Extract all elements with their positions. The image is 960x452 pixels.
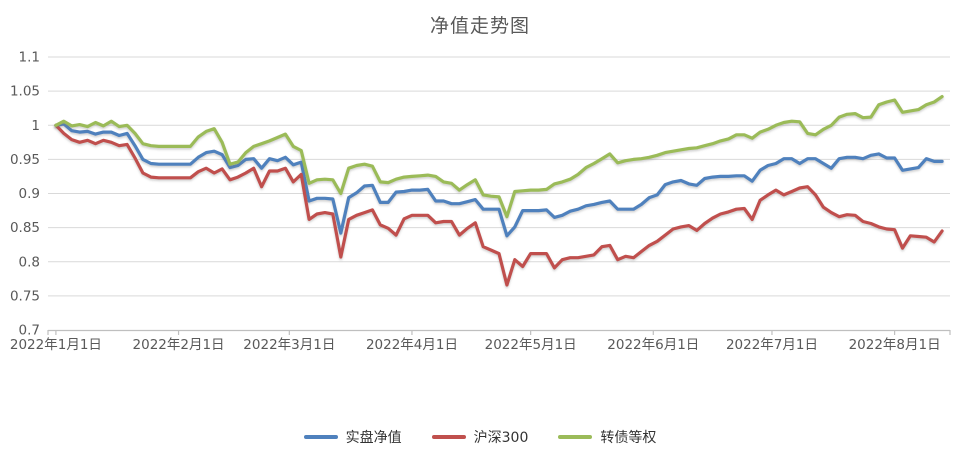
svg-text:0.7: 0.7 <box>19 323 40 339</box>
svg-text:2022年1月1日: 2022年1月1日 <box>10 337 102 353</box>
gridlines <box>48 56 950 297</box>
legend-line-swatch-green <box>558 435 593 439</box>
axes <box>47 329 951 335</box>
svg-text:2022年8月1日: 2022年8月1日 <box>849 337 941 353</box>
svg-text:2022年7月1日: 2022年7月1日 <box>726 337 818 353</box>
legend-item-hushen300: 沪深300 <box>431 427 529 447</box>
svg-text:1.1: 1.1 <box>19 50 40 66</box>
svg-text:0.9: 0.9 <box>19 186 40 202</box>
svg-text:1.05: 1.05 <box>10 84 40 100</box>
legend-item-shipan-jingzhi: 实盘净值 <box>303 427 402 447</box>
svg-text:2022年5月1日: 2022年5月1日 <box>485 337 577 353</box>
svg-text:2022年2月1日: 2022年2月1日 <box>133 337 225 353</box>
legend-label: 沪深300 <box>473 430 529 446</box>
svg-text:1: 1 <box>31 118 40 134</box>
svg-text:0.8: 0.8 <box>19 254 40 270</box>
legend-item-zhuanzhai-dengquan: 转债等权 <box>558 427 656 447</box>
svg-text:2022年3月1日: 2022年3月1日 <box>243 337 335 353</box>
chart-title: 净值走势图 <box>429 15 530 37</box>
svg-text:2022年6月1日: 2022年6月1日 <box>607 337 699 353</box>
legend-label: 实盘净值 <box>345 430 402 446</box>
data-series-lines <box>54 94 944 287</box>
legend-label: 转债等权 <box>600 430 657 446</box>
svg-text:0.75: 0.75 <box>10 288 40 304</box>
svg-text:2022年4月1日: 2022年4月1日 <box>366 337 458 353</box>
legend: 实盘净值 沪深300 转债等权 <box>0 426 960 448</box>
svg-text:0.85: 0.85 <box>10 220 40 236</box>
legend-line-swatch-blue <box>303 435 338 439</box>
svg-text:0.95: 0.95 <box>10 152 40 168</box>
legend-line-swatch-red <box>431 435 466 439</box>
